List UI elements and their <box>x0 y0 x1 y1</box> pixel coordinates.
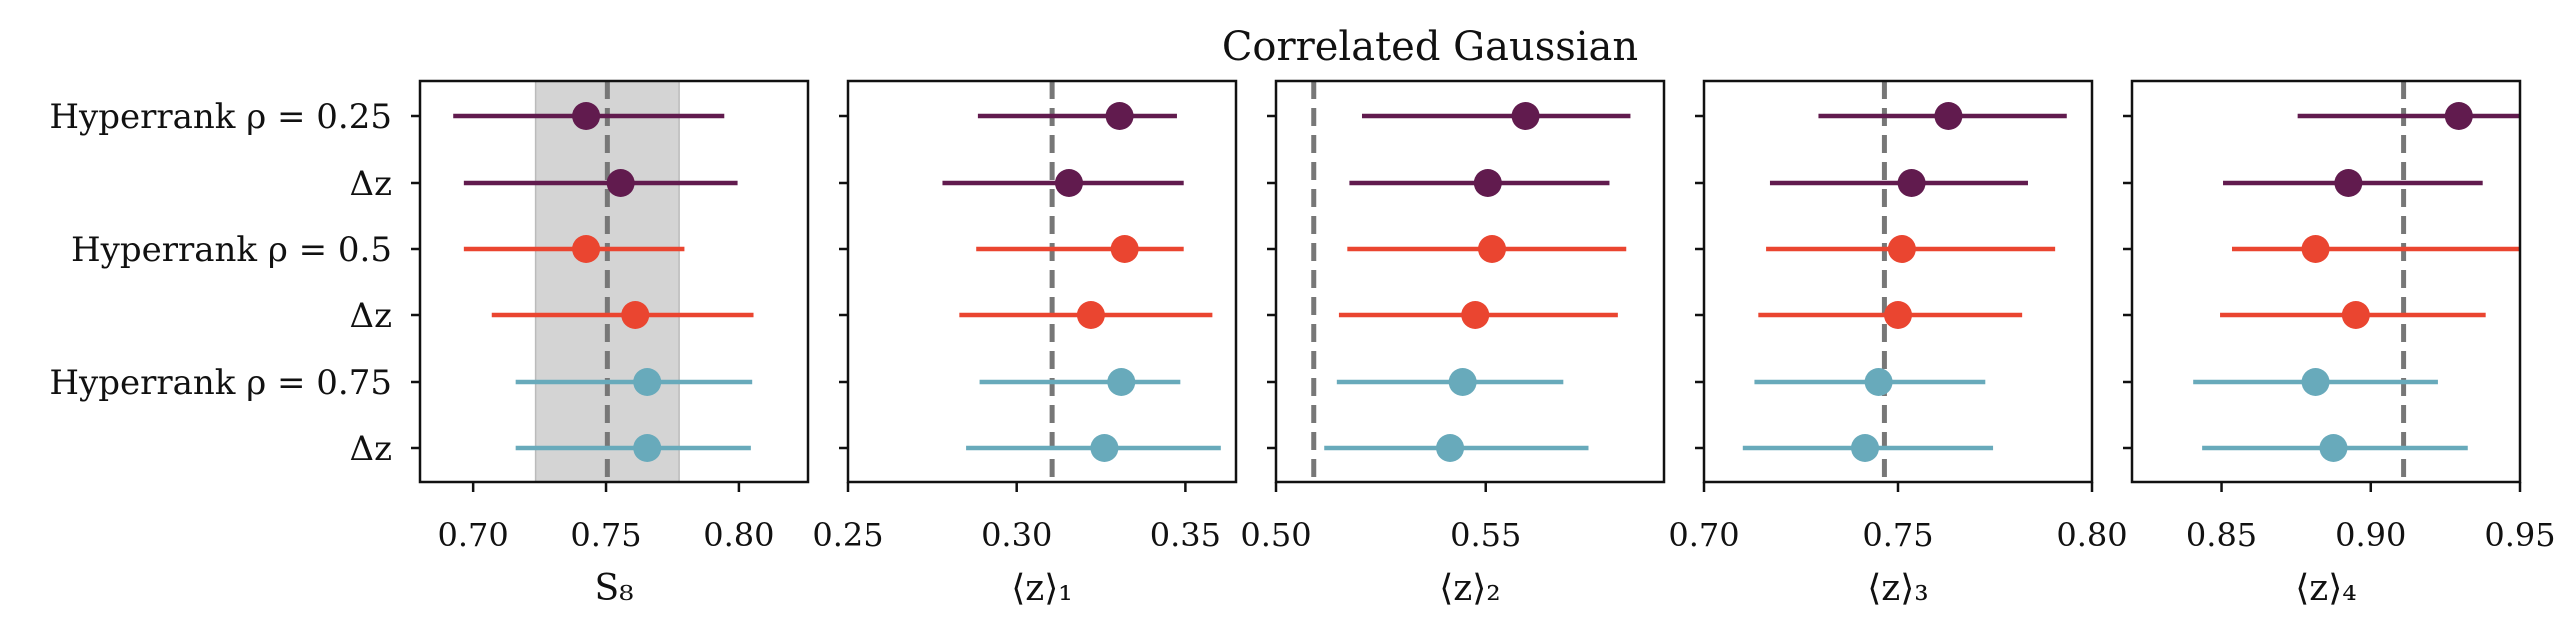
estimate-point <box>1110 235 1139 263</box>
row-label: Hyperrank ρ = 0.5 <box>71 230 392 270</box>
x-tick-label: 0.55 <box>1450 516 1521 554</box>
x-tick-label: 0.30 <box>981 516 1052 554</box>
estimate-point <box>2301 368 2330 396</box>
x-tick-label: 0.35 <box>1150 516 1221 554</box>
panel-1: 0.70 0.75 0.80 S₈ <box>411 79 810 609</box>
estimate-point <box>1884 301 1912 329</box>
x-tick-label: 0.85 <box>2186 516 2257 554</box>
x-axis-label: ⟨z⟩₁ <box>1011 568 1073 609</box>
x-tick-label: 0.25 <box>812 516 883 554</box>
estimate-point <box>1448 368 1477 396</box>
panel-4: 0.70 0.75 0.80 ⟨z⟩₃ <box>1668 79 2128 609</box>
axes-frame <box>2130 79 2522 484</box>
plot-area <box>942 81 1221 482</box>
x-tick-label: 0.95 <box>2484 516 2555 554</box>
panels: 0.70 0.75 0.80 S₈ 0.25 0.30 0.35 ⟨z⟩₁ 0.50 0.55 ⟨z… <box>411 79 2556 609</box>
estimate-point <box>2334 169 2363 197</box>
estimate-point <box>1461 301 1490 329</box>
x-tick-label: 0.90 <box>2335 516 2406 554</box>
estimate-point <box>2341 301 2370 329</box>
x-tick-label: 0.70 <box>438 516 509 554</box>
panel-5: 0.85 0.90 0.95 ⟨z⟩₄ <box>2123 79 2556 609</box>
estimate-point <box>1851 434 1880 462</box>
estimate-point <box>1436 434 1465 462</box>
estimate-point <box>1054 169 1083 197</box>
x-tick-label: 0.70 <box>1668 516 1739 554</box>
axes-frame <box>846 79 1238 484</box>
x-tick-label: 0.50 <box>1240 516 1311 554</box>
estimate-point <box>2301 235 2330 263</box>
x-axis-label: ⟨z⟩₄ <box>2295 568 2357 609</box>
plot-area <box>2193 81 2520 482</box>
figure-title: Correlated Gaussian <box>1222 24 1638 70</box>
estimate-point <box>1105 102 1134 130</box>
plot-area <box>1742 81 2067 482</box>
panel-3: 0.50 0.55 ⟨z⟩₂ <box>1240 79 1666 609</box>
estimate-point <box>1897 169 1926 197</box>
estimate-point <box>1934 102 1963 130</box>
plot-area <box>1311 81 1631 482</box>
x-axis-label: ⟨z⟩₃ <box>1867 568 1929 609</box>
panel-2: 0.25 0.30 0.35 ⟨z⟩₁ <box>812 79 1238 609</box>
row-label: Hyperrank ρ = 0.75 <box>49 363 392 403</box>
x-axis-label: S₈ <box>594 568 633 609</box>
x-tick-label: 0.80 <box>2056 516 2127 554</box>
x-tick-label: 0.75 <box>570 516 641 554</box>
plot-area <box>453 81 754 482</box>
estimate-point <box>621 301 650 329</box>
x-tick-label: 0.75 <box>1862 516 1933 554</box>
x-tick-label: 0.80 <box>703 516 774 554</box>
estimate-point <box>572 235 601 263</box>
estimate-point <box>1076 301 1105 329</box>
estimate-point <box>606 169 635 197</box>
estimate-point <box>2319 434 2348 462</box>
estimate-point <box>1478 235 1507 263</box>
row-labels: Hyperrank ρ = 0.25 Δz Hyperrank ρ = 0.5 Δz H… <box>49 97 392 469</box>
estimate-point <box>633 368 662 396</box>
estimate-point <box>2444 102 2473 130</box>
estimate-point <box>1473 169 1502 197</box>
estimate-point <box>1511 102 1540 130</box>
row-label: Hyperrank ρ = 0.25 <box>49 97 392 137</box>
axes-frame <box>1274 79 1666 484</box>
estimate-point <box>1864 368 1893 396</box>
row-label: Δz <box>350 429 392 469</box>
estimate-point <box>1090 434 1119 462</box>
estimate-point <box>1887 235 1916 263</box>
axes-frame <box>418 79 810 484</box>
estimate-point <box>633 434 662 462</box>
row-label: Δz <box>350 164 392 204</box>
x-axis-label: ⟨z⟩₂ <box>1439 568 1501 609</box>
axes-frame <box>1702 79 2094 484</box>
estimate-point <box>1107 368 1136 396</box>
row-label: Δz <box>350 296 392 336</box>
estimate-point <box>572 102 601 130</box>
